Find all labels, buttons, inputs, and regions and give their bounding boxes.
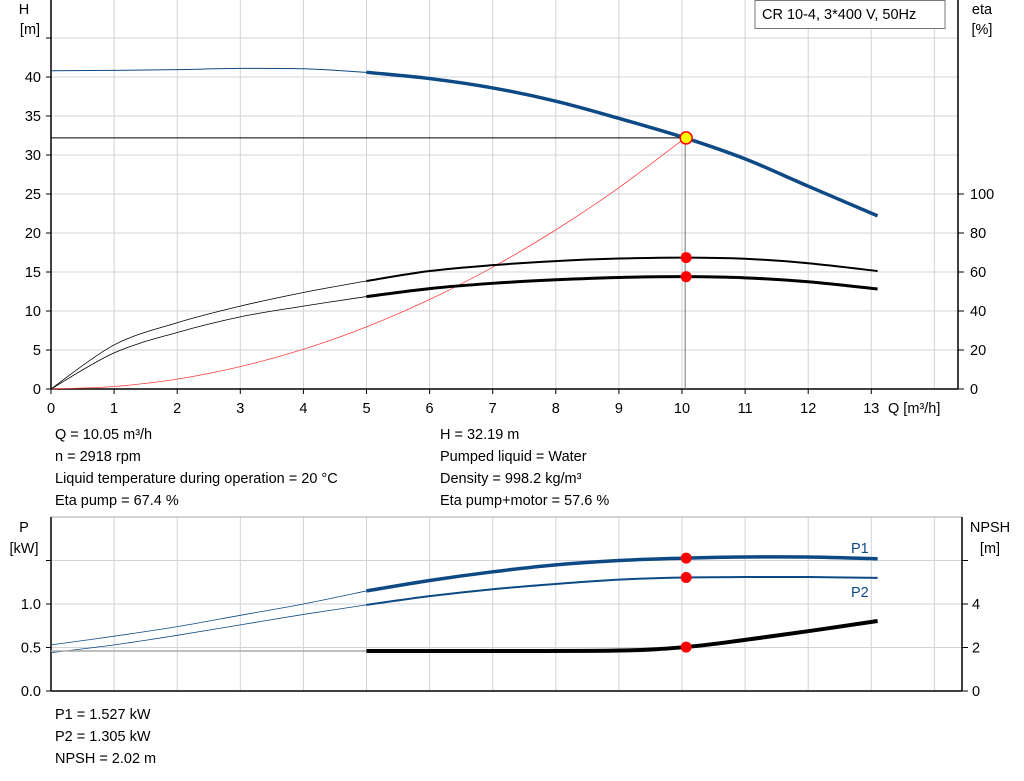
h-tick-label: 40 <box>25 70 41 86</box>
info-h: H = 32.19 m <box>440 427 519 443</box>
h-axis-label: H <box>19 2 29 18</box>
x-tick-label: 6 <box>426 401 434 417</box>
info-p2: P2 = 1.305 kW <box>55 729 151 745</box>
bottom-grid <box>51 517 962 691</box>
x-tick-label: 12 <box>800 401 816 417</box>
eta-pump-motor-curve <box>366 275 878 299</box>
p-tick-label: 0.5 <box>21 641 41 657</box>
x-tick-label: 10 <box>674 401 690 417</box>
legend-text: CR 10-4, 3*400 V, 50Hz <box>762 7 916 23</box>
p2-curve <box>366 575 878 606</box>
h-tick-label: 30 <box>25 148 41 164</box>
npsh-axis-label: NPSH <box>970 520 1010 536</box>
eta-pump-curve <box>366 256 878 282</box>
x-tick-label: 11 <box>738 401 753 417</box>
p1-curve <box>366 555 878 593</box>
eta-tick-label: 60 <box>970 265 986 281</box>
eta-tick-label: 20 <box>970 343 986 359</box>
info-eta-pump: Eta pump = 67.4 % <box>55 493 179 509</box>
h-axis-unit: [m] <box>20 22 40 38</box>
x-tick-label: 13 <box>863 401 879 417</box>
h-tick-label: 5 <box>33 343 41 359</box>
h-tick-label: 15 <box>25 265 41 281</box>
eta-tick-label: 0 <box>970 382 978 398</box>
x-tick-label: 9 <box>615 401 623 417</box>
npsh-tick-label: 2 <box>972 641 980 657</box>
npsh-tick-label: 4 <box>972 597 980 613</box>
duty-point-marker <box>679 131 693 145</box>
p2-curve-extrapolated <box>50 604 367 654</box>
info-temp: Liquid temperature during operation = 20… <box>55 471 338 487</box>
eta-total-marker <box>680 271 692 283</box>
eta-pump-motor-curve-extrapolated <box>50 296 367 390</box>
x-tick-label: 8 <box>552 401 560 417</box>
info-p1: P1 = 1.527 kW <box>55 707 151 723</box>
npsh-marker <box>680 641 692 653</box>
info-n: n = 2918 rpm <box>55 449 141 465</box>
info-eta-total: Eta pump+motor = 57.6 % <box>440 493 609 509</box>
system-curve <box>50 137 686 390</box>
p-axis-unit: [kW] <box>10 541 39 557</box>
npsh-tick-label: 0 <box>972 684 980 700</box>
p2-marker <box>680 571 692 583</box>
bottom-tick-labels: 0.0 0.5 1.0 0 2 4 <box>21 560 980 700</box>
p1-curve-extrapolated <box>50 590 367 646</box>
npsh-axis-unit: [m] <box>980 541 1000 557</box>
legend-box <box>754 0 946 29</box>
x-tick-label: 0 <box>47 401 55 417</box>
h-tick-label: 10 <box>25 304 41 320</box>
p1-marker <box>680 552 692 564</box>
eta-axis-label: eta <box>972 2 993 18</box>
head-curve <box>366 70 879 218</box>
x-tick-label: 7 <box>489 401 497 417</box>
eta-axis-unit: [%] <box>972 22 993 38</box>
x-tick-label: 3 <box>236 401 244 417</box>
eta-pump-marker <box>680 252 692 264</box>
head-curve-extrapolated <box>50 67 367 73</box>
eta-tick-label: 80 <box>970 226 986 242</box>
p-tick-label: 1.0 <box>21 597 41 613</box>
x-tick-label: 1 <box>110 401 118 417</box>
x-tick-label: 5 <box>362 401 370 417</box>
info-q: Q = 10.05 m³/h <box>55 427 152 443</box>
top-grid <box>51 0 958 389</box>
h-tick-label: 25 <box>25 187 41 203</box>
eta-tick-label: 100 <box>970 187 994 203</box>
h-tick-label: 20 <box>25 226 41 242</box>
p2-label: P2 <box>851 585 869 601</box>
p-tick-label: 0.0 <box>21 684 41 700</box>
x-tick-label: 4 <box>299 401 307 417</box>
p-axis-label: P <box>19 520 29 536</box>
markers <box>679 131 693 653</box>
npsh-curve <box>366 618 878 654</box>
h-tick-label: 35 <box>25 109 41 125</box>
eta-pump-curve-extrapolated <box>50 280 367 390</box>
top-tick-labels: 0 1 2 3 4 5 6 7 8 9 10 11 12 130510152025303540020406… <box>25 37 994 417</box>
h-tick-label: 0 <box>33 382 41 398</box>
x-tick-label: 2 <box>173 401 181 417</box>
eta-tick-label: 40 <box>970 304 986 320</box>
info-liquid: Pumped liquid = Water <box>440 449 587 465</box>
info-npsh: NPSH = 2.02 m <box>55 751 156 767</box>
p1-label: P1 <box>851 541 869 557</box>
curves <box>50 67 879 654</box>
info-density: Density = 998.2 kg/m³ <box>440 471 582 487</box>
q-axis-label: Q [m³/h] <box>888 401 940 417</box>
